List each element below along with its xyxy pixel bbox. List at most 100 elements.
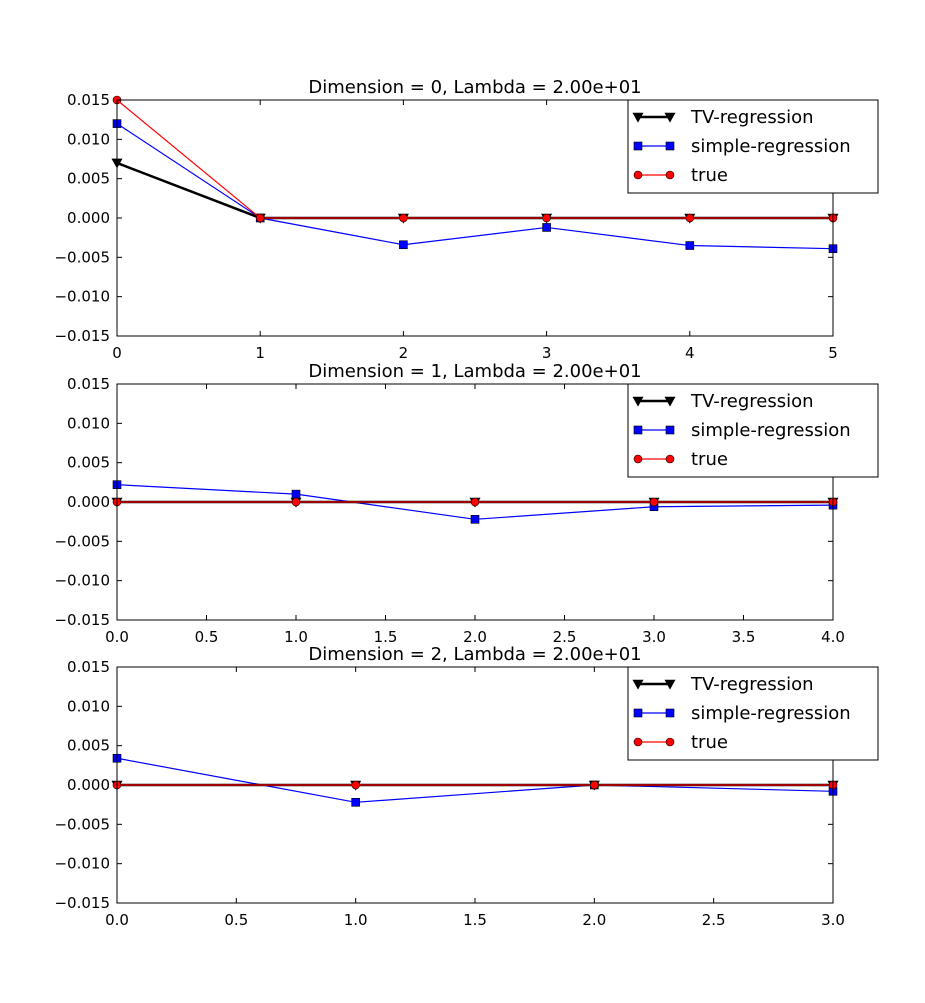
x-tick-label: 1 bbox=[255, 344, 265, 362]
axes-frame bbox=[116, 666, 834, 904]
y-tick-label: 0.010 bbox=[67, 414, 110, 432]
y-tick-label: 0.000 bbox=[67, 776, 110, 794]
x-tick-label: 4 bbox=[685, 344, 695, 362]
x-tick-label: 0.0 bbox=[105, 628, 129, 646]
plot-title: Dimension = 0, Lambda = 2.00e+01 bbox=[308, 77, 641, 98]
y-tick-label: −0.010 bbox=[54, 572, 110, 590]
data-point-true bbox=[255, 213, 265, 223]
data-point-simple-regression bbox=[399, 240, 408, 250]
legend: TV-regression simple-regression true bbox=[627, 383, 879, 478]
legend-entry: simple-regression bbox=[633, 420, 851, 441]
y-tick-label: 0.000 bbox=[67, 209, 110, 227]
x-tick-label: 0.5 bbox=[224, 911, 248, 929]
y-tick-label: −0.010 bbox=[54, 855, 110, 873]
y-tick-label: 0.000 bbox=[67, 493, 110, 511]
data-point-simple-regression bbox=[291, 489, 301, 499]
legend-marker bbox=[665, 454, 675, 464]
data-point-simple-regression bbox=[470, 515, 480, 524]
legend-marker bbox=[633, 708, 643, 718]
x-tick-label: 3.0 bbox=[821, 911, 845, 929]
y-tick-label: −0.015 bbox=[54, 611, 110, 629]
legend-entry: TV-regression bbox=[632, 674, 814, 695]
legend-marker bbox=[664, 396, 676, 407]
axes-frame bbox=[116, 383, 834, 621]
legend-entry: TV-regression bbox=[632, 107, 814, 128]
legend-label: simple-regression bbox=[691, 420, 851, 441]
legend-marker bbox=[633, 737, 643, 747]
series-true bbox=[112, 95, 838, 223]
legend-marker bbox=[632, 679, 644, 690]
x-tick-label: 2 bbox=[399, 344, 409, 362]
x-tick-label: 1.0 bbox=[344, 911, 368, 929]
x-tick-label: 3 bbox=[542, 344, 552, 362]
x-tick-label: 3.0 bbox=[642, 628, 666, 646]
x-tick-label: 0.0 bbox=[105, 911, 129, 929]
legend-marker bbox=[665, 425, 675, 435]
y-tick-label: 0.015 bbox=[67, 91, 110, 109]
data-point-true bbox=[649, 497, 659, 507]
x-tick-label: 5 bbox=[828, 344, 838, 362]
y-tick-label: −0.005 bbox=[54, 532, 110, 550]
x-tick-label: 2.0 bbox=[463, 628, 487, 646]
y-tick-label: −0.015 bbox=[54, 327, 110, 345]
data-point-true bbox=[685, 213, 695, 223]
legend-entry: true bbox=[633, 165, 728, 186]
x-tick-label: 0.5 bbox=[195, 628, 219, 646]
y-tick-label: −0.005 bbox=[54, 815, 110, 833]
x-tick-label: 1.5 bbox=[463, 911, 487, 929]
plot-title: Dimension = 2, Lambda = 2.00e+01 bbox=[308, 644, 641, 665]
data-point-true bbox=[291, 497, 301, 507]
legend-entry: simple-regression bbox=[633, 136, 851, 157]
y-tick-label: 0.005 bbox=[67, 737, 110, 755]
legend-marker bbox=[665, 141, 675, 151]
legend-label: TV-regression bbox=[690, 391, 814, 412]
data-point-true bbox=[542, 213, 551, 223]
legend: TV-regression simple-regression true bbox=[627, 666, 879, 761]
x-tick-label: 1.0 bbox=[284, 628, 308, 646]
legend-marker bbox=[665, 170, 675, 180]
legend-marker bbox=[633, 454, 643, 464]
series-line-simple-regression bbox=[116, 757, 834, 803]
x-tick-label: 0 bbox=[112, 344, 122, 362]
data-point-true bbox=[470, 497, 480, 507]
legend-marker bbox=[665, 737, 675, 747]
legend-entry: true bbox=[633, 449, 728, 470]
plot-title: Dimension = 1, Lambda = 2.00e+01 bbox=[308, 361, 641, 382]
y-tick-label: −0.010 bbox=[54, 288, 110, 306]
legend-marker bbox=[632, 396, 644, 407]
legend-entry: true bbox=[633, 732, 728, 753]
legend: TV-regression simple-regression true bbox=[627, 99, 879, 194]
series-line-simple-regression bbox=[116, 123, 834, 250]
subplot-0: Dimension = 0, Lambda = 2.00e+01 0.015 0.0… bbox=[54, 77, 879, 362]
axes-frame bbox=[116, 99, 834, 337]
x-tick-label: 2.5 bbox=[702, 911, 726, 929]
y-tick-label: 0.010 bbox=[67, 130, 110, 148]
legend-entry: simple-regression bbox=[633, 703, 851, 724]
legend-marker bbox=[665, 708, 675, 718]
y-tick-label: 0.005 bbox=[67, 170, 110, 188]
data-point-true bbox=[590, 780, 599, 790]
series-line-true bbox=[116, 99, 833, 219]
legend-label: true bbox=[691, 449, 728, 470]
x-tick-label: 2.0 bbox=[582, 911, 606, 929]
y-tick-label: 0.015 bbox=[67, 375, 110, 393]
y-tick-label: 0.010 bbox=[67, 697, 110, 715]
legend-marker bbox=[633, 141, 643, 151]
legend-marker bbox=[633, 425, 643, 435]
legend-marker bbox=[664, 679, 676, 690]
data-point-simple-regression bbox=[351, 798, 360, 807]
data-point-simple-regression bbox=[685, 241, 695, 250]
data-point-true bbox=[399, 213, 408, 223]
legend-entry: TV-regression bbox=[632, 391, 814, 412]
data-point-simple-regression bbox=[542, 223, 551, 232]
legend-label: TV-regression bbox=[690, 107, 814, 128]
legend-marker bbox=[632, 112, 644, 123]
legend-label: simple-regression bbox=[691, 136, 851, 157]
y-tick-label: 0.015 bbox=[67, 658, 110, 676]
x-tick-label: 1.5 bbox=[374, 628, 398, 646]
legend-label: TV-regression bbox=[690, 674, 814, 695]
legend-marker bbox=[664, 112, 676, 123]
x-tick-label: 3.5 bbox=[732, 628, 756, 646]
legend-label: simple-regression bbox=[691, 703, 851, 724]
